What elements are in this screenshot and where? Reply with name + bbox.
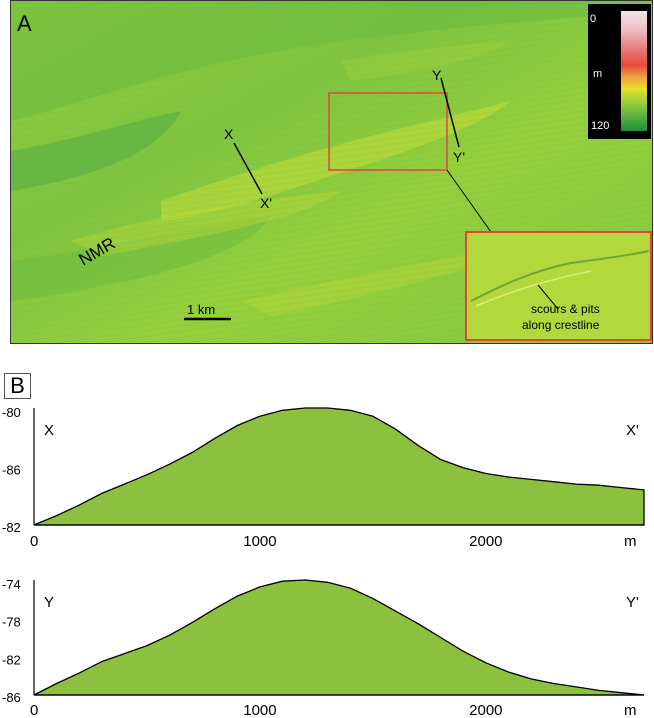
highlight-box — [328, 92, 448, 171]
inset-note-line2: along crestline — [522, 318, 600, 332]
legend-top-label: 0 — [590, 13, 596, 25]
map-canvas: A NMR 1 km X X' Y Y' 0 m 120 scours & pi… — [11, 1, 652, 343]
y-tick-label: -74 — [2, 577, 21, 592]
y-tick-label: -80 — [2, 405, 21, 420]
y-tick-label: -82 — [2, 652, 21, 667]
inset-note-line1: scours & pits — [531, 302, 600, 316]
profile-end-label: X' — [626, 422, 639, 439]
x-tick-label: 0 — [30, 533, 38, 550]
panel-a-label: A — [17, 11, 32, 36]
y-tick-label: -86 — [2, 463, 21, 478]
profile-x-end-label: X' — [260, 195, 272, 211]
y-tick-label: -86 — [2, 690, 21, 705]
profile-area-2 — [33, 579, 645, 696]
profile-y-start-label: Y — [432, 67, 442, 83]
x-tick-label: 0 — [30, 702, 38, 718]
profile-area-1 — [33, 407, 645, 526]
profile-end-label: Y' — [626, 594, 639, 611]
bathymetry-map: A NMR 1 km X X' Y Y' 0 m 120 scours & pi… — [10, 0, 653, 344]
x-tick-label: 1000 — [243, 702, 276, 718]
profile-start-label: Y — [44, 594, 54, 611]
x-tick-label: 1000 — [243, 533, 276, 550]
panel-b-label: B — [4, 373, 31, 399]
legend-bottom-label: 120 — [591, 120, 609, 132]
depth-legend — [588, 4, 651, 139]
x-tick-label: 2000 — [469, 702, 502, 718]
x-unit-label: m — [624, 702, 637, 718]
inset-zoom — [465, 231, 652, 341]
scale-bar-label: 1 km — [187, 302, 215, 317]
profile-start-label: X — [44, 422, 54, 439]
profile-y-end-label: Y' — [453, 149, 465, 165]
x-unit-label: m — [624, 533, 637, 550]
profile-line-y — [440, 77, 460, 148]
profile-line-x — [233, 142, 263, 195]
y-tick-label: -78 — [2, 615, 21, 630]
y-tick-label: -82 — [2, 520, 21, 535]
legend-unit-label: m — [593, 68, 602, 80]
profile-x-start-label: X — [224, 126, 234, 142]
leader-line — [446, 169, 492, 233]
profile-charts: -80 -86 -82 0 1000 2000 m X X' -74 -78 -82 -86 0 1000 2… — [2, 405, 645, 718]
x-tick-label: 2000 — [469, 533, 502, 550]
